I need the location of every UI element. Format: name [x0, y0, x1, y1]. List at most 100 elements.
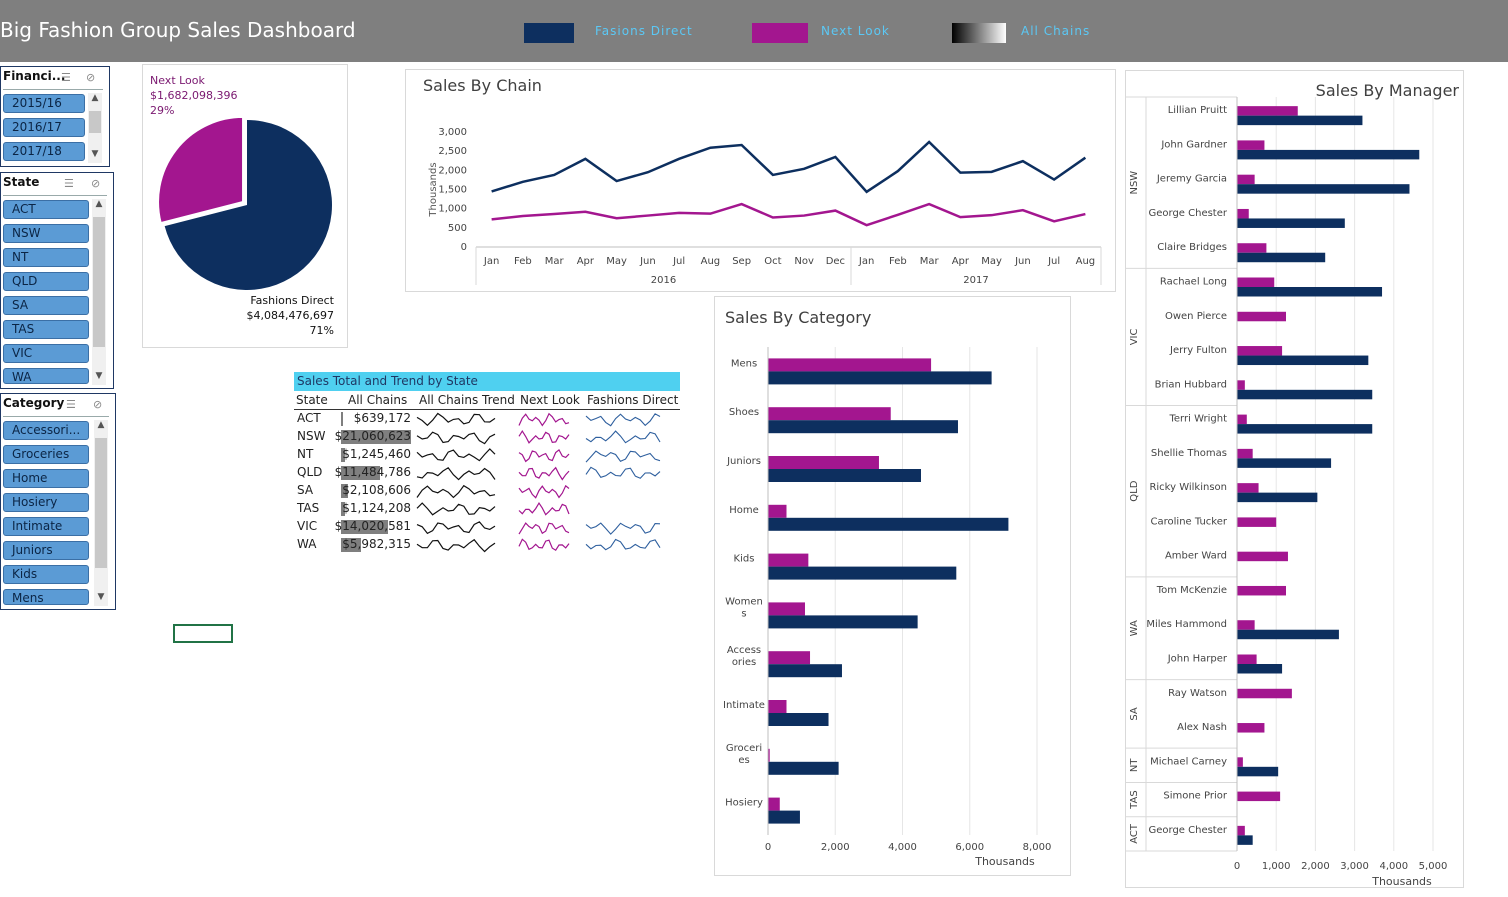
pie-pct-next-look: 29%: [150, 104, 175, 117]
table-cell-state: SA: [297, 483, 314, 497]
x-tick-label: Aug: [1076, 256, 1096, 267]
slicer-item-vic[interactable]: VIC: [3, 344, 89, 363]
sparkline-next-look: [518, 501, 570, 516]
clear-filter-icon[interactable]: ⊘: [91, 177, 101, 190]
x-tick-label: Sep: [732, 256, 751, 267]
y-tick-label: Lillian Pruitt: [1168, 105, 1227, 116]
bar-fashions-direct: [1237, 287, 1383, 297]
y-group-label: SA: [1129, 707, 1140, 721]
y-tick-label: Caroline Tucker: [1151, 516, 1228, 527]
slicer-item-2016-17[interactable]: 2016/17: [3, 118, 85, 137]
table-cell-total: $5,982,315: [342, 537, 411, 551]
bar-next-look: [1237, 620, 1255, 630]
chevron-up-icon[interactable]: ▲: [95, 199, 103, 209]
slicer-state-title: State: [3, 175, 40, 189]
sparkline-all-chains: [416, 502, 496, 516]
slicer-item-nt[interactable]: NT: [3, 248, 89, 267]
sparkline-next-look-path: [518, 484, 570, 499]
slicer-item-tas[interactable]: TAS: [3, 320, 89, 339]
slicer-item-kids[interactable]: Kids: [3, 565, 89, 584]
y-tick-label: Groceri: [726, 743, 762, 754]
bar-next-look: [1237, 311, 1286, 322]
y-group-label: TAS: [1129, 790, 1140, 810]
slicer-item-mens[interactable]: Mens: [3, 589, 89, 605]
x-tick-label: 1,000: [1262, 861, 1291, 872]
slicer-item-hosiery[interactable]: Hosiery: [3, 493, 89, 512]
bar-next-look: [1237, 517, 1277, 527]
slicer-item-2017-18[interactable]: 2017/18: [3, 142, 85, 161]
bar-next-look: [1237, 791, 1281, 802]
sparkline-fashions-direct-path: [585, 522, 661, 535]
pie-chart: [157, 115, 332, 290]
clear-filter-icon[interactable]: ⊘: [93, 398, 103, 411]
legend-swatch-fashions-direct: [524, 23, 574, 43]
sparkline-next-look: [518, 429, 570, 444]
slicer-item-juniors[interactable]: Juniors: [3, 541, 89, 560]
sales-by-category-panel: Sales By Category 0 2,000 4,000 6,000 8,000 T…: [714, 296, 1071, 876]
y-tick-label: Home: [729, 505, 759, 516]
slicer-item-act[interactable]: ACT: [3, 200, 89, 219]
pie-slice-next-look: [157, 115, 245, 225]
bar-next-look: [768, 651, 811, 665]
y-tick-label: Tom McKenzie: [1156, 585, 1227, 596]
sparkline-fashions-direct-path: [585, 430, 661, 444]
bar-next-look: [768, 456, 879, 469]
chevron-down-icon[interactable]: ▼: [91, 149, 99, 159]
chevron-up-icon[interactable]: ▲: [97, 420, 105, 430]
slicer-scrollbar[interactable]: ▲ ▼: [92, 199, 106, 385]
sparkline-next-look-path: [518, 538, 570, 552]
clear-filter-icon[interactable]: ⊘: [86, 71, 96, 84]
y-tick-label: Juniors: [726, 456, 761, 467]
chevron-down-icon[interactable]: ▼: [97, 592, 105, 602]
table-cell-state: ACT: [297, 411, 321, 425]
slicer-item-intimate[interactable]: Intimate: [3, 517, 89, 536]
slicer-item-2015-16[interactable]: 2015/16: [3, 94, 85, 113]
multi-select-icon[interactable]: ☰: [66, 398, 76, 411]
pie-slice-fashions-direct: [164, 120, 332, 290]
slicer-item-sa[interactable]: SA: [3, 296, 89, 315]
slicer-scrollbar[interactable]: ▲ ▼: [94, 420, 108, 606]
chevron-down-icon[interactable]: ▼: [95, 371, 103, 381]
bar-next-look: [1237, 140, 1265, 150]
sparkline-next-look: [518, 466, 570, 481]
slicer-item-accessories[interactable]: Accessori...: [3, 421, 89, 440]
x-tick-label: May: [981, 256, 1002, 267]
y-tick-label: George Chester: [1148, 825, 1227, 836]
chevron-up-icon[interactable]: ▲: [91, 93, 99, 103]
y-tick-label: Owen Pierce: [1165, 311, 1227, 322]
x-tick-label: Feb: [889, 256, 907, 267]
y-tick-label: Miles Hammond: [1146, 619, 1227, 630]
x-tick-label: Nov: [794, 256, 814, 267]
multi-select-icon[interactable]: ☰: [64, 177, 74, 190]
pie-value-fashions-direct: $4,084,476,697: [246, 309, 334, 322]
sparkline-all-chains-path: [416, 431, 496, 445]
bar-next-look: [1237, 448, 1253, 459]
y-tick-label: Jerry Fulton: [1169, 345, 1227, 356]
slicer-item-nsw[interactable]: NSW: [3, 224, 89, 243]
slicer-item-home[interactable]: Home: [3, 469, 89, 488]
sparkline-fashions-direct: [585, 466, 661, 479]
slicer-item-wa[interactable]: WA: [3, 368, 89, 384]
y-tick-label: 0: [461, 242, 467, 253]
bar-next-look: [768, 553, 809, 567]
bar-next-look: [1237, 688, 1292, 699]
sparkline-all-chains: [416, 484, 496, 499]
sparkline-fashions-direct: [585, 450, 661, 463]
slicer-scrollbar[interactable]: ▲ ▼: [88, 93, 102, 163]
x-tick-label: 0: [1234, 861, 1240, 872]
slicer-item-qld[interactable]: QLD: [3, 272, 89, 291]
pie-value-next-look: $1,682,098,396: [150, 89, 238, 102]
y-tick-label: George Chester: [1148, 208, 1227, 219]
multi-select-icon[interactable]: ☰: [61, 71, 71, 84]
sparkline-fashions-direct: [585, 430, 661, 444]
sparkline-next-look-path: [518, 522, 570, 535]
slicer-item-groceries[interactable]: Groceries: [3, 445, 89, 464]
selected-cell[interactable]: [173, 624, 233, 643]
y-axis-title: Thousands: [428, 162, 439, 217]
bar-fashions-direct: [768, 371, 992, 385]
y-tick-label: Hosiery: [725, 798, 763, 809]
y-group-label: WA: [1129, 620, 1140, 636]
y-tick-label: Shoes: [729, 407, 759, 418]
data-bar: [341, 466, 380, 480]
sparkline-all-chains: [416, 467, 496, 481]
